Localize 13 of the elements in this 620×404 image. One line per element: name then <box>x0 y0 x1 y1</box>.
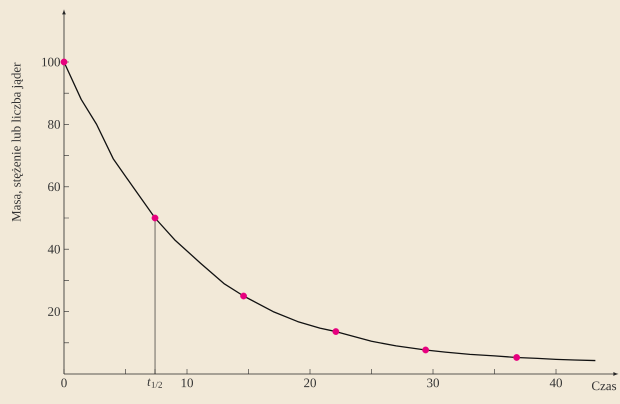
x-tick-label: 30 <box>427 378 439 388</box>
y-axis-title: Masa, stężenie lub liczba jąder <box>11 62 24 222</box>
y-tick-label: 100 <box>42 58 60 66</box>
x-tick-label: t$_{1/2}$ <box>148 378 162 388</box>
y-tick-label: 60 <box>48 182 60 192</box>
y-tick-label: 20 <box>48 307 60 316</box>
y-tick-label: 40 <box>48 244 60 254</box>
x-tick-label: 0 <box>61 378 67 388</box>
x-tick-label: 40 <box>550 378 562 388</box>
x-axis-title: Czas <box>592 382 616 390</box>
x-tick-label: 10 <box>182 378 193 388</box>
x-tick-label: 20 <box>304 378 316 388</box>
y-tick-label: 80 <box>48 120 60 129</box>
